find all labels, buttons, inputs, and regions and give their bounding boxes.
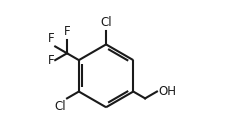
Text: Cl: Cl — [55, 100, 66, 113]
Text: F: F — [48, 54, 54, 67]
Text: F: F — [64, 25, 70, 38]
Text: F: F — [48, 32, 54, 45]
Text: OH: OH — [158, 85, 176, 98]
Text: Cl: Cl — [100, 16, 112, 29]
